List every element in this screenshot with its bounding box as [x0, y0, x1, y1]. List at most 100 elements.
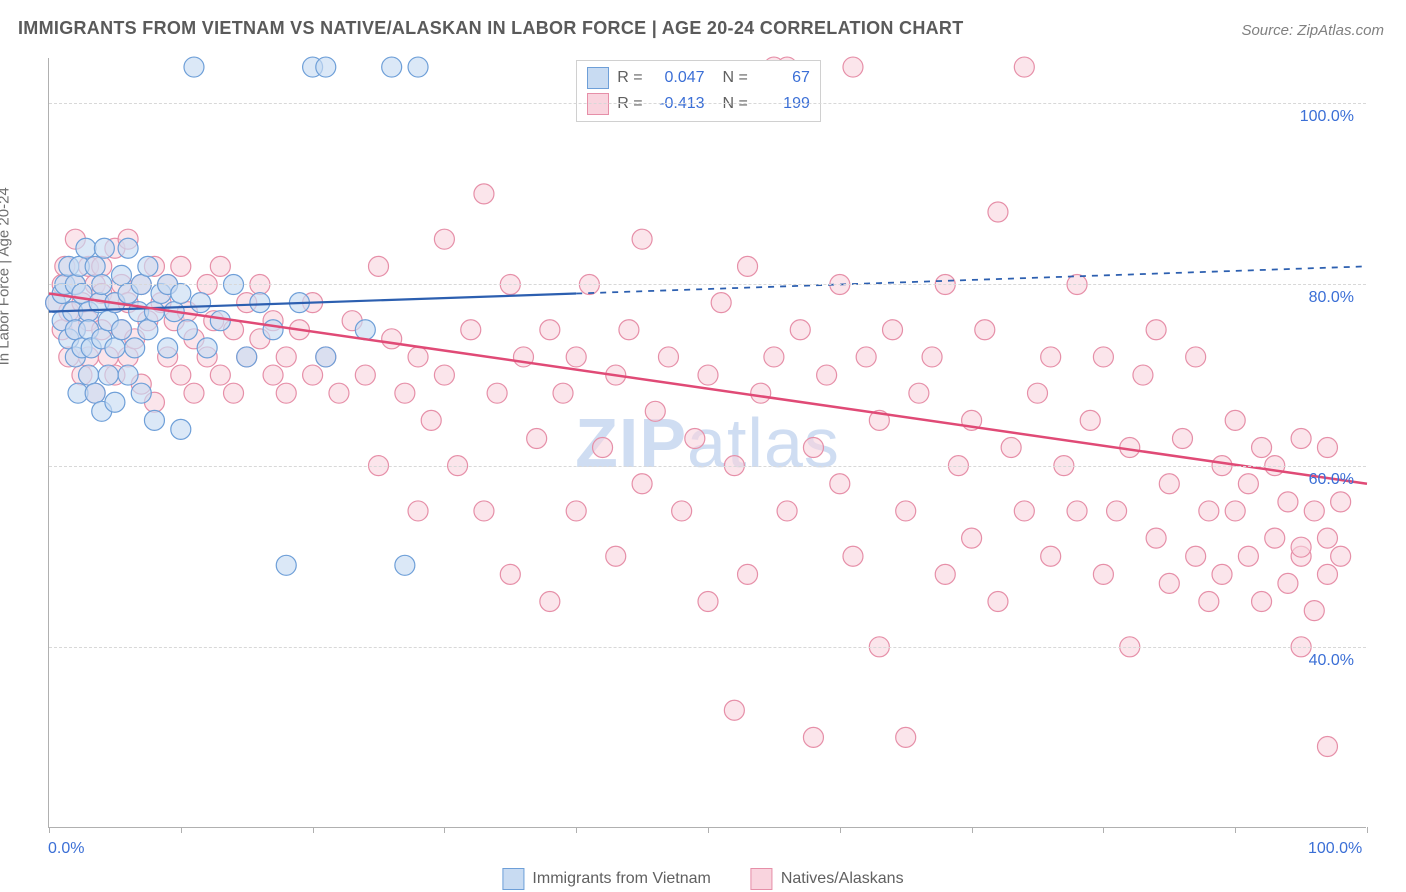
point-blue — [316, 347, 336, 367]
point-pink — [896, 727, 916, 747]
point-pink — [408, 501, 428, 521]
point-pink — [1225, 410, 1245, 430]
point-pink — [1172, 428, 1192, 448]
x-tick — [576, 827, 577, 833]
gridline — [49, 103, 1366, 104]
point-pink — [1014, 501, 1034, 521]
point-pink — [1028, 383, 1048, 403]
point-pink — [1238, 474, 1258, 494]
point-blue — [144, 410, 164, 430]
legend-item: Natives/Alaskans — [751, 868, 904, 890]
point-pink — [210, 365, 230, 385]
point-pink — [830, 474, 850, 494]
point-blue — [171, 419, 191, 439]
point-blue — [105, 392, 125, 412]
x-tick — [840, 827, 841, 833]
point-pink — [1331, 546, 1351, 566]
point-pink — [1133, 365, 1153, 385]
point-blue — [79, 365, 99, 385]
point-pink — [540, 320, 560, 340]
point-blue — [85, 383, 105, 403]
point-pink — [276, 383, 296, 403]
point-pink — [395, 383, 415, 403]
point-pink — [843, 546, 863, 566]
point-pink — [790, 320, 810, 340]
point-pink — [566, 501, 586, 521]
point-blue — [197, 338, 217, 358]
point-pink — [1291, 537, 1311, 557]
point-pink — [606, 546, 626, 566]
point-pink — [1093, 564, 1113, 584]
point-pink — [1093, 347, 1113, 367]
legend-stats-box: R =0.047 N =67R =-0.413 N =199 — [576, 60, 821, 122]
point-pink — [1001, 438, 1021, 458]
point-pink — [1252, 438, 1272, 458]
point-pink — [461, 320, 481, 340]
point-blue — [94, 238, 114, 258]
point-pink — [263, 365, 283, 385]
y-tick-label: 80.0% — [1309, 289, 1354, 307]
point-blue — [408, 57, 428, 77]
point-blue — [111, 320, 131, 340]
point-blue — [76, 238, 96, 258]
point-blue — [210, 311, 230, 331]
point-blue — [118, 365, 138, 385]
legend-stats-row: R =0.047 N =67 — [587, 65, 810, 91]
point-pink — [1317, 438, 1337, 458]
plot-area: ZIPatlas R =0.047 N =67R =-0.413 N =199 … — [48, 58, 1366, 828]
point-pink — [1317, 528, 1337, 548]
gridline — [49, 284, 1366, 285]
x-tick — [1103, 827, 1104, 833]
x-tick — [444, 827, 445, 833]
point-pink — [1186, 347, 1206, 367]
point-pink — [553, 383, 573, 403]
point-pink — [632, 474, 652, 494]
trendline-ext-blue — [576, 266, 1367, 293]
point-pink — [329, 383, 349, 403]
point-pink — [672, 501, 692, 521]
point-blue — [138, 256, 158, 276]
point-blue — [138, 320, 158, 340]
point-pink — [184, 383, 204, 403]
point-pink — [975, 320, 995, 340]
point-pink — [1041, 546, 1061, 566]
point-pink — [276, 347, 296, 367]
x-min-label: 0.0% — [48, 840, 84, 858]
x-tick — [1367, 827, 1368, 833]
point-pink — [856, 347, 876, 367]
point-blue — [144, 302, 164, 322]
point-pink — [566, 347, 586, 367]
swatch-blue — [587, 67, 609, 89]
gridline — [49, 647, 1366, 648]
point-pink — [645, 401, 665, 421]
point-blue — [125, 338, 145, 358]
point-pink — [1199, 501, 1219, 521]
point-pink — [962, 528, 982, 548]
r-label: R = — [617, 69, 642, 87]
point-pink — [883, 320, 903, 340]
point-blue — [98, 365, 118, 385]
point-pink — [738, 256, 758, 276]
point-pink — [922, 347, 942, 367]
swatch-pink — [751, 868, 773, 890]
point-pink — [434, 365, 454, 385]
point-pink — [434, 229, 454, 249]
point-pink — [1304, 601, 1324, 621]
point-pink — [698, 592, 718, 612]
x-max-label: 100.0% — [1308, 840, 1362, 858]
point-pink — [803, 438, 823, 458]
point-pink — [658, 347, 678, 367]
point-blue — [85, 256, 105, 276]
point-blue — [250, 293, 270, 313]
r-value: 0.047 — [651, 69, 705, 87]
point-blue — [276, 555, 296, 575]
x-tick — [1235, 827, 1236, 833]
legend-label: Immigrants from Vietnam — [532, 870, 710, 888]
point-pink — [382, 329, 402, 349]
point-pink — [698, 365, 718, 385]
y-tick-label: 60.0% — [1309, 471, 1354, 489]
point-blue — [131, 383, 151, 403]
n-value: 67 — [756, 69, 810, 87]
point-pink — [1146, 528, 1166, 548]
point-pink — [474, 501, 494, 521]
